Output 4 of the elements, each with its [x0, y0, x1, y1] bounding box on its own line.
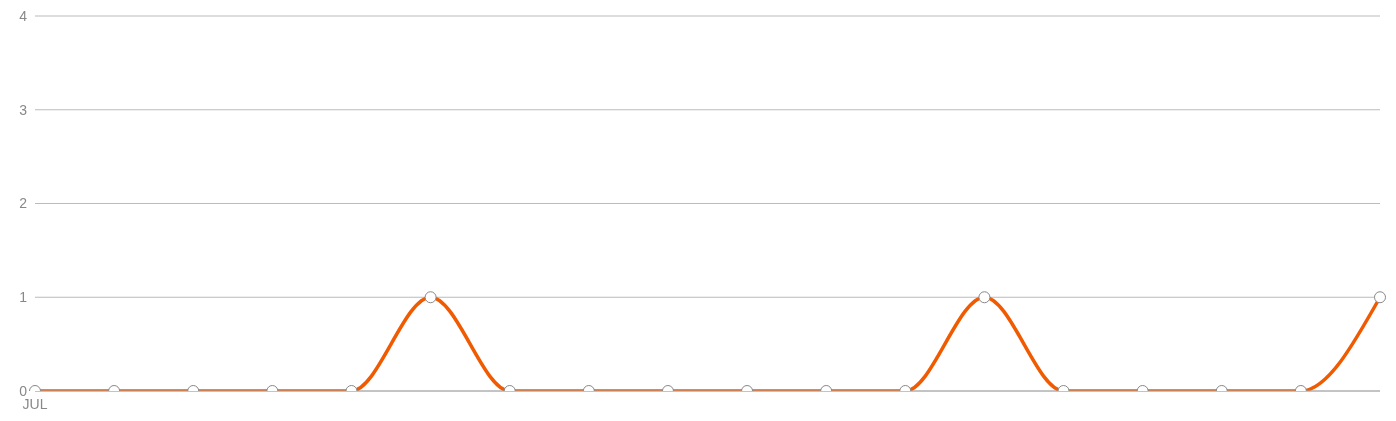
- y-tick-label: 4: [19, 7, 28, 24]
- y-tick-label: 1: [19, 289, 28, 306]
- y-tick-label: 2: [19, 195, 28, 212]
- y-tick-label: 3: [19, 101, 28, 118]
